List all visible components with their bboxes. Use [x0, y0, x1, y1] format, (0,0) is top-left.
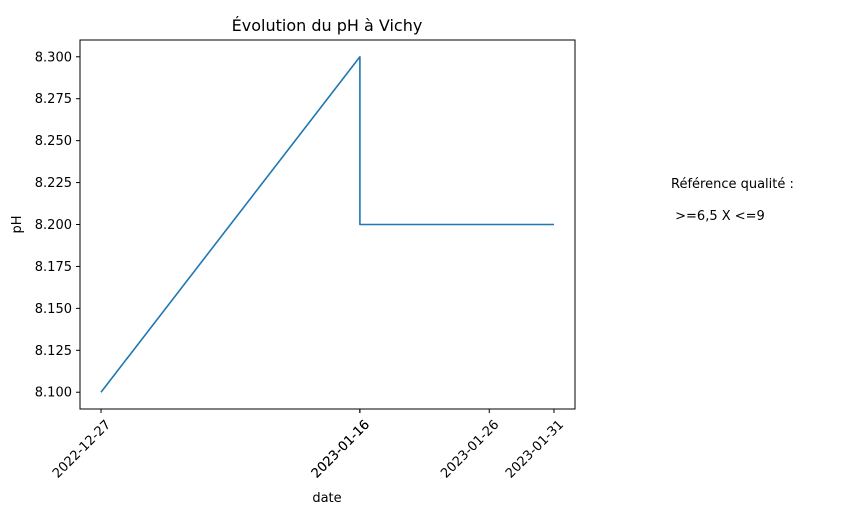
- y-tick-label: 8.225: [35, 176, 72, 191]
- chart-title: Évolution du pH à Vichy: [232, 16, 423, 35]
- ph-series-line: [100, 55, 554, 393]
- y-tick-label: 8.100: [35, 386, 72, 401]
- y-axis-label: pH: [10, 215, 25, 233]
- y-axis-ticks: 8.100 8.125 8.150 8.175 8.200 8.225 8.250 8.275…: [35, 50, 80, 401]
- x-tick-label: 2022-12-27: [50, 417, 114, 481]
- x-tick-label: 2023-01-16: [309, 417, 373, 481]
- plot-frame: [79, 39, 576, 410]
- plot-marks: [100, 55, 554, 393]
- y-tick-label: 8.300: [35, 50, 72, 65]
- y-tick-label: 8.250: [35, 134, 72, 149]
- quality-reference-label: Référence qualité :: [671, 177, 794, 192]
- y-tick-label: 8.125: [35, 344, 72, 359]
- x-tick-label: 2023-01-26: [438, 417, 502, 481]
- x-axis-label: date: [312, 491, 341, 506]
- quality-reference-range: >=6,5 X <=9: [671, 209, 765, 224]
- y-tick-label: 8.175: [35, 260, 72, 275]
- y-tick-label: 8.200: [35, 218, 72, 233]
- x-tick-label: 2023-01-31: [503, 417, 567, 481]
- y-tick-label: 8.275: [35, 92, 72, 107]
- y-tick-label: 8.150: [35, 302, 72, 317]
